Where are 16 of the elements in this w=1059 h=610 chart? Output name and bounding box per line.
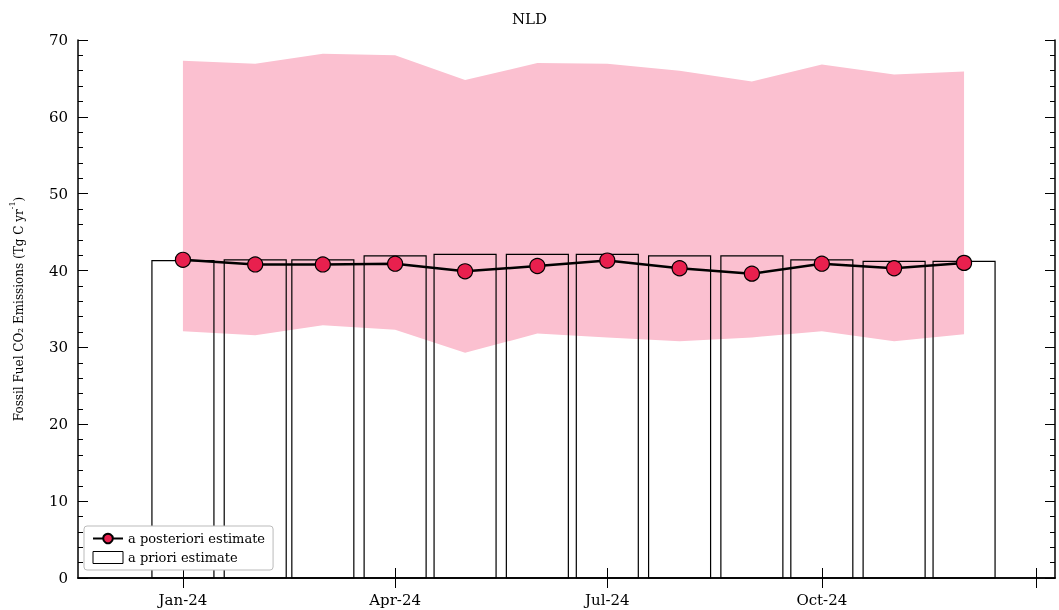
- legend-label: a priori estimate: [128, 550, 238, 565]
- x-tick-label: Jul-24: [582, 590, 630, 609]
- chart-title: NLD: [511, 9, 548, 28]
- y-tick-label: 60: [48, 107, 68, 126]
- y-axis-title: Fossil Fuel CO₂ Emissions (Tg C yr-1): [7, 196, 26, 422]
- y-tick-label: 40: [48, 261, 68, 280]
- x-tick-label: Jan-24: [156, 590, 208, 609]
- y-tick-label: 0: [58, 569, 68, 587]
- x-tick-label: Oct-24: [796, 590, 848, 609]
- y-tick-label: 10: [48, 492, 68, 511]
- y-tick-label: 30: [48, 338, 68, 357]
- y-tick-label: 70: [48, 31, 68, 49]
- x-tick-label: Apr-24: [368, 590, 421, 609]
- y-tick-label: 20: [48, 415, 68, 434]
- legend-label: a posteriori estimate: [128, 531, 266, 546]
- y-tick-label: 50: [48, 184, 68, 203]
